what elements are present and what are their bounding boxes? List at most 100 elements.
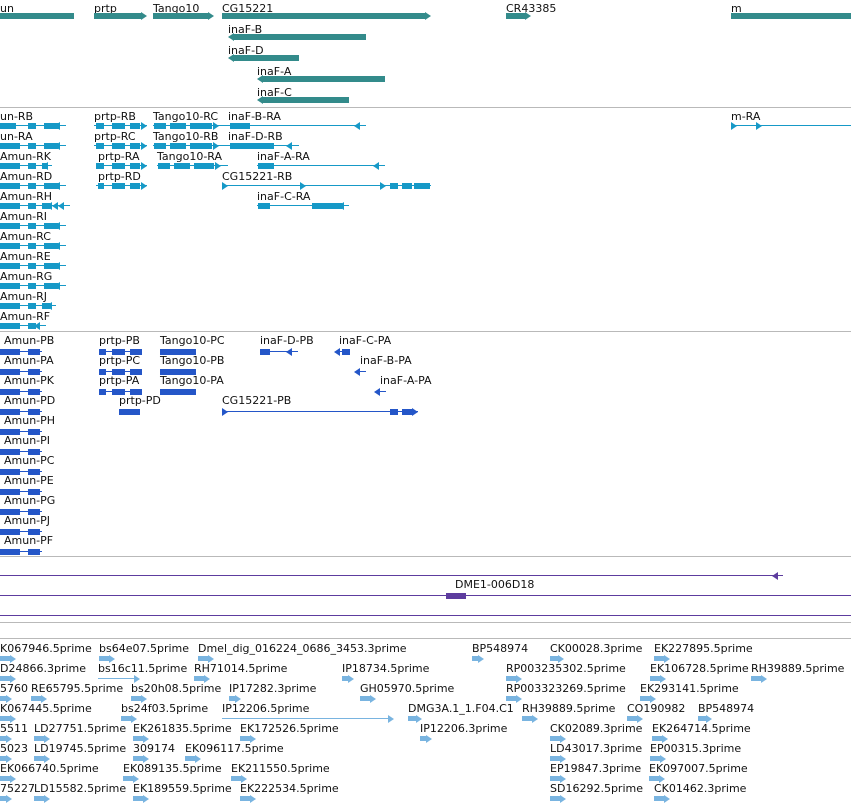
feature-label[interactable]: Amun-PC <box>4 454 55 467</box>
feature-label[interactable]: Amun-PA <box>4 354 54 367</box>
exon-block[interactable] <box>130 162 140 169</box>
exon-block[interactable] <box>402 408 412 415</box>
feature-label[interactable]: inaF-A-PA <box>380 374 432 387</box>
exon-block[interactable] <box>230 142 274 149</box>
est-block[interactable] <box>506 676 516 681</box>
exon-block[interactable] <box>0 302 20 309</box>
exon-block[interactable] <box>28 162 36 169</box>
est-block[interactable] <box>231 776 241 781</box>
est-block[interactable] <box>360 696 370 701</box>
exon-block[interactable] <box>96 162 104 169</box>
exon-block[interactable] <box>0 508 20 515</box>
feature-label[interactable]: K067445.5prime <box>0 702 92 715</box>
exon-block[interactable] <box>130 142 140 149</box>
feature-label[interactable]: Amun-RF <box>0 310 51 323</box>
gene-bar[interactable] <box>506 13 525 19</box>
feature-label[interactable]: EK227895.5prime <box>654 642 753 655</box>
exon-block[interactable] <box>0 468 20 475</box>
gene-bar[interactable] <box>153 13 208 19</box>
exon-block[interactable] <box>154 122 166 129</box>
est-block[interactable] <box>0 796 6 801</box>
est-block[interactable] <box>550 736 560 741</box>
feature-label[interactable]: inaF-B <box>228 23 263 36</box>
feature-label[interactable]: 5511 <box>0 722 28 735</box>
exon-block[interactable] <box>28 242 36 249</box>
feature-label[interactable]: Amun-RE <box>0 250 51 263</box>
exon-block[interactable] <box>190 142 212 149</box>
feature-label[interactable]: EK189559.5prime <box>133 782 232 795</box>
exon-block[interactable] <box>260 348 270 355</box>
exon-block[interactable] <box>28 262 36 269</box>
exon-block[interactable] <box>112 122 125 129</box>
exon-block[interactable] <box>0 322 20 329</box>
feature-label[interactable]: inaF-D-PB <box>260 334 314 347</box>
exon-block[interactable] <box>28 368 40 375</box>
exon-block[interactable] <box>130 368 142 375</box>
est-block[interactable] <box>522 716 532 721</box>
exon-block[interactable] <box>28 348 40 355</box>
gene-bar[interactable] <box>263 97 349 103</box>
exon-block[interactable] <box>0 262 20 269</box>
feature-label[interactable]: Amun-RD <box>0 170 53 183</box>
est-block[interactable] <box>640 696 650 701</box>
est-block[interactable] <box>133 796 143 801</box>
feature-label[interactable]: Amun-PI <box>4 434 51 447</box>
gene-bar[interactable] <box>94 13 141 19</box>
est-block[interactable] <box>34 736 44 741</box>
est-block[interactable] <box>751 676 761 681</box>
feature-label[interactable]: bs20h08.5prime <box>131 682 222 695</box>
est-block[interactable] <box>550 756 560 761</box>
feature-label[interactable]: CR43385 <box>506 2 557 15</box>
exon-block[interactable] <box>130 122 140 129</box>
feature-label[interactable]: EP00315.3prime <box>650 742 742 755</box>
gene-bar[interactable] <box>0 13 74 19</box>
exon-block[interactable] <box>28 468 40 475</box>
exon-block[interactable] <box>28 222 36 229</box>
feature-label[interactable]: Amun-PG <box>4 494 56 507</box>
feature-label[interactable]: Tango10-RB <box>153 130 219 143</box>
exon-block[interactable] <box>0 122 16 129</box>
feature-label[interactable]: EK097007.5prime <box>649 762 748 775</box>
feature-label[interactable]: IP12206.3prime <box>420 722 508 735</box>
exon-block[interactable] <box>130 182 140 189</box>
exon-block[interactable] <box>0 428 20 435</box>
est-block[interactable] <box>0 756 6 761</box>
est-block[interactable] <box>652 736 662 741</box>
feature-label[interactable]: LD15582.5prime <box>34 782 127 795</box>
exon-block[interactable] <box>28 122 36 129</box>
est-block[interactable] <box>649 776 659 781</box>
exon-block[interactable] <box>44 122 60 129</box>
exon-block[interactable] <box>130 388 142 395</box>
exon-block[interactable] <box>390 408 398 415</box>
est-block[interactable] <box>654 656 664 661</box>
exon-block[interactable] <box>112 348 125 355</box>
feature-label[interactable]: CO190982 <box>627 702 686 715</box>
feature-label[interactable]: 309174 <box>133 742 175 755</box>
gene-bar[interactable] <box>222 13 425 19</box>
feature-label[interactable]: Amun-PK <box>4 374 54 387</box>
exon-block[interactable] <box>28 282 36 289</box>
exon-block[interactable] <box>44 282 58 289</box>
feature-label[interactable]: EK089135.5prime <box>123 762 222 775</box>
feature-label[interactable]: prtp-PC <box>99 354 141 367</box>
exon-block[interactable] <box>0 548 20 555</box>
est-block[interactable] <box>420 736 426 741</box>
feature-label[interactable]: Amun-PJ <box>4 514 51 527</box>
est-block[interactable] <box>698 716 706 721</box>
feature-label[interactable]: EK261835.5prime <box>133 722 232 735</box>
est-block[interactable] <box>0 696 6 701</box>
feature-label[interactable]: bs64e07.5prime <box>99 642 190 655</box>
feature-label[interactable]: CG15221-RB <box>222 170 293 183</box>
gene-bar[interactable] <box>234 55 299 61</box>
feature-label[interactable]: inaF-C-PA <box>339 334 392 347</box>
exon-block[interactable] <box>28 408 40 415</box>
exon-block[interactable] <box>99 348 106 355</box>
exon-block[interactable] <box>28 142 36 149</box>
exon-block[interactable] <box>98 182 104 189</box>
est-block[interactable] <box>627 716 637 721</box>
exon-block[interactable] <box>342 348 350 355</box>
feature-label[interactable]: EK264714.5prime <box>652 722 751 735</box>
feature-label[interactable]: RP003323269.5prime <box>506 682 626 695</box>
feature-label[interactable]: BP548974 <box>472 642 529 655</box>
exon-block[interactable] <box>0 388 20 395</box>
